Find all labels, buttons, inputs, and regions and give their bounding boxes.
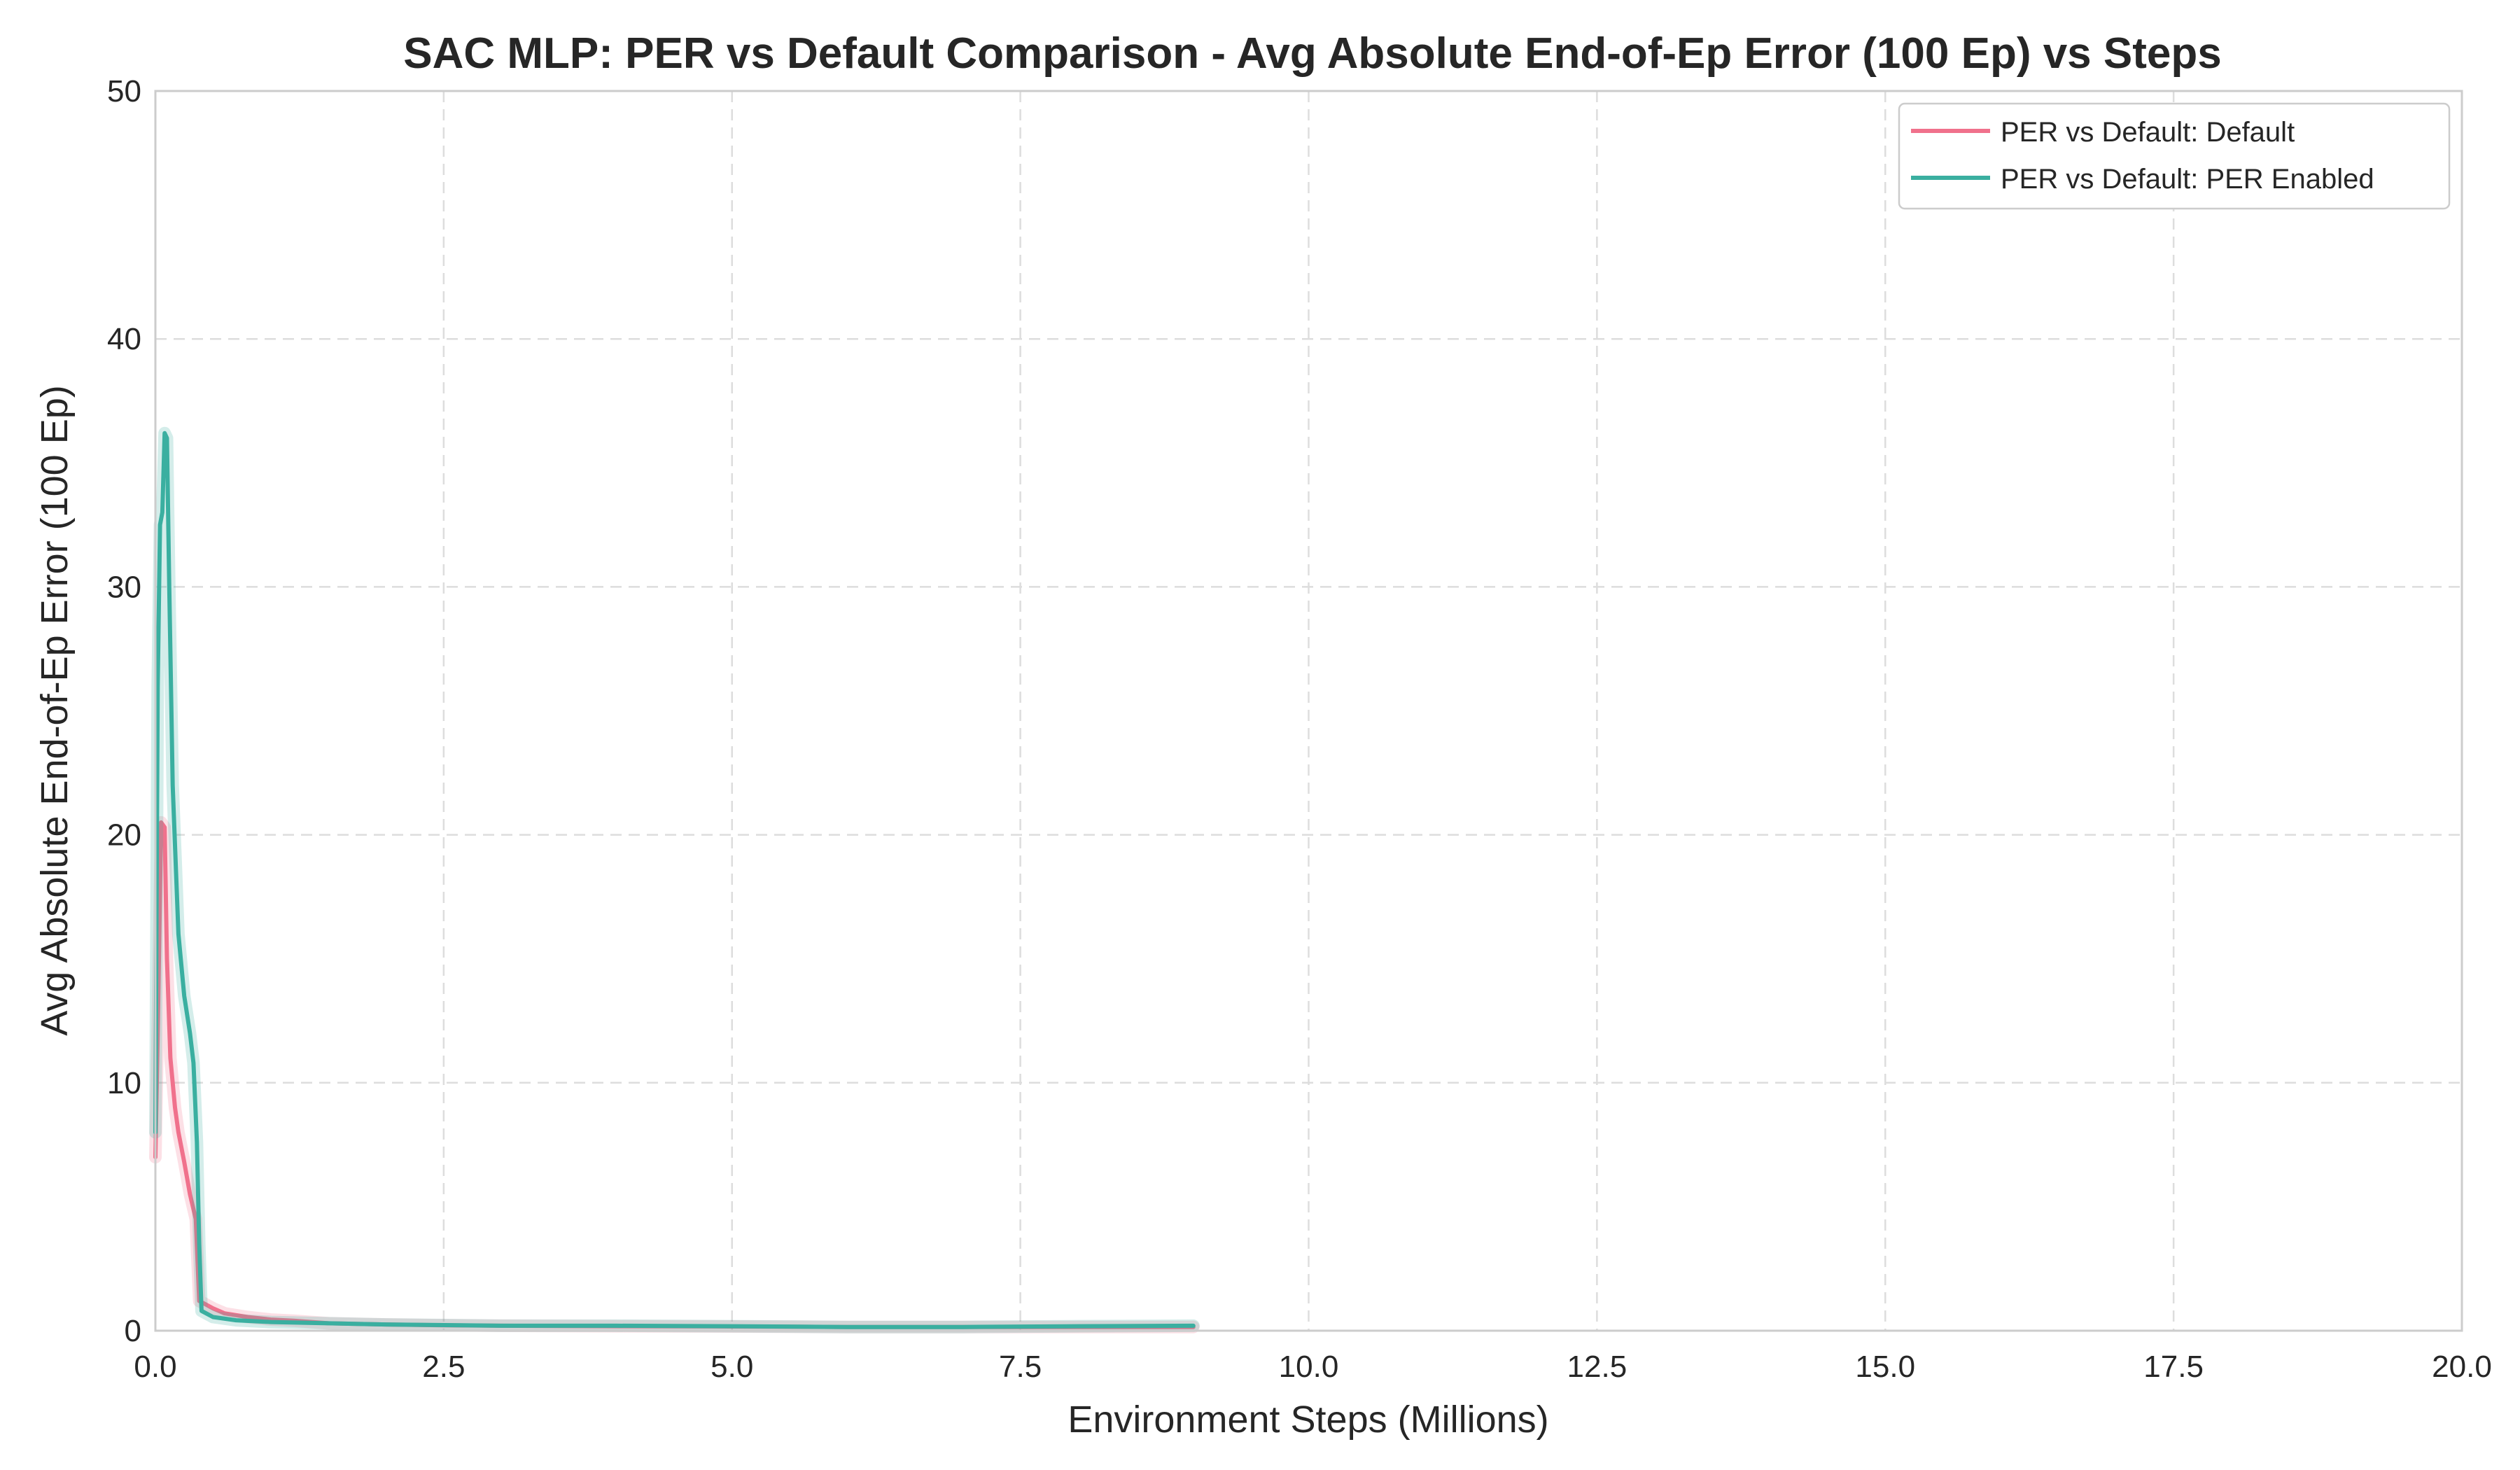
x-tick-label: 15.0 [1855,1350,1915,1384]
plot-frame [154,90,2463,1332]
y-axis-ticks: 0 10 20 30 40 50 [107,74,141,1348]
series-layer [149,426,1200,1334]
x-tick-label: 20.0 [2432,1350,2492,1384]
plot-area [149,90,2463,1334]
x-tick-label: 2.5 [422,1350,465,1384]
y-tick-label: 0 [125,1314,141,1348]
x-tick-label: 0.0 [134,1350,176,1384]
x-tick-label: 17.5 [2143,1350,2204,1384]
x-tick-label: 5.0 [710,1350,753,1384]
y-tick-label: 30 [107,570,141,604]
legend-label-per-enabled: PER vs Default: PER Enabled [2001,164,2374,195]
x-axis-ticks: 0.0 2.5 5.0 7.5 10.0 12.5 15.0 17.5 20.0 [134,1350,2491,1384]
legend-label-default: PER vs Default: Default [2001,117,2295,148]
y-axis-label: Avg Absolute End-of-Ep Error (100 Ep) [34,385,76,1036]
series-line [153,430,1196,1329]
x-axis-label: Environment Steps (Millions) [1068,1399,1548,1441]
y-tick-label: 40 [107,322,141,356]
chart-title: SAC MLP: PER vs Default Comparison - Avg… [403,29,2221,78]
grid [155,91,2462,1331]
y-tick-label: 20 [107,818,141,853]
y-tick-label: 10 [107,1066,141,1100]
legend: PER vs Default: Default PER vs Default: … [1898,102,2451,210]
legend-box [1898,102,2451,210]
x-tick-label: 10.0 [1279,1350,1339,1384]
x-tick-label: 12.5 [1567,1350,1628,1384]
x-tick-label: 7.5 [999,1350,1042,1384]
y-tick-label: 50 [107,74,141,108]
